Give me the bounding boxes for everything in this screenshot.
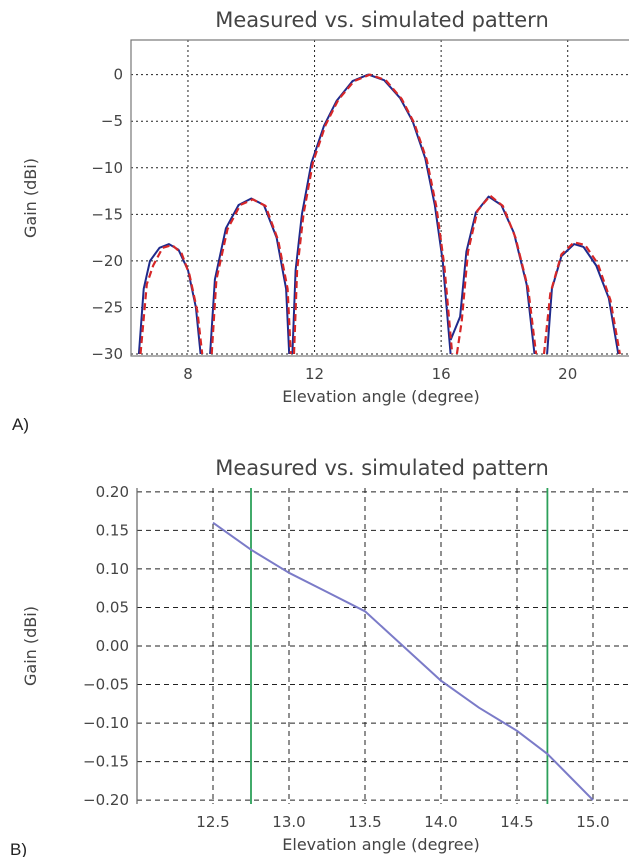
- panel-b-label: B): [10, 840, 27, 857]
- panel-b-y-axis-label: Gain (dBi): [21, 606, 40, 686]
- panel-a-y-axis-label: Gain (dBi): [21, 158, 40, 238]
- panel-a-plot-frame: [130, 39, 629, 357]
- panel-a-y-tick-label: −5: [101, 112, 123, 130]
- panel-a: Measured vs. simulated pattern 8 12 16 20 0…: [12, 8, 629, 434]
- panel-b-y-tick-label: 0.10: [96, 560, 129, 578]
- panel-b-y-tick-label: 0.15: [96, 521, 129, 539]
- panel-a-series-dashed-line: [542, 241, 621, 355]
- panel-b-y-tick-label: −0.20: [83, 791, 129, 809]
- panel-a-x-tick-label: 8: [183, 365, 193, 383]
- panel-a-x-axis-label: Elevation angle (degree): [282, 387, 479, 406]
- panel-a-series-dashed-line: [292, 73, 454, 355]
- panel-b-series: [212, 521, 594, 801]
- panel-b-y-tick-label: 0.05: [96, 598, 129, 616]
- panel-a-series-dashed-line: [210, 198, 292, 355]
- panel-b-y-tick-label: −0.10: [83, 714, 129, 732]
- panel-b-title: Measured vs. simulated pattern: [215, 456, 549, 480]
- panel-b-x-tick-label: 14.0: [424, 813, 457, 831]
- panel-b-x-tick-label: 14.5: [500, 813, 533, 831]
- panel-b-y-tick-label: −0.05: [83, 676, 129, 694]
- panel-a-y-ticks: 0 −5 −10 −15 −20 −25 −30: [91, 66, 123, 363]
- panel-a-series: [137, 73, 621, 355]
- panel-a-series-solid-line: [209, 197, 291, 355]
- panel-a-y-tick-label: −15: [91, 205, 123, 223]
- panel-a-y-tick-label: −10: [91, 159, 123, 177]
- panel-b-x-tick-label: 12.5: [196, 813, 229, 831]
- panel-a-label: A): [12, 415, 29, 434]
- panel-b-x-ticks: 12.5 13.0 13.5 14.0 14.5 15.0: [196, 813, 609, 831]
- panel-a-y-tick-label: −25: [91, 298, 123, 316]
- panel-a-series-dashed-line: [139, 243, 204, 355]
- panel-a-title: Measured vs. simulated pattern: [215, 8, 549, 32]
- panel-a-series-solid-line: [449, 195, 536, 355]
- panel-b-y-ticks: 0.20 0.15 0.10 0.05 0.00 −0.05 −0.10 −0.15 −0.20: [83, 483, 129, 809]
- panel-a-grid: [131, 40, 629, 355]
- panel-b-x-tick-label: 13.5: [348, 813, 381, 831]
- panel-b-y-tick-label: 0.20: [96, 483, 129, 501]
- panel-b-grid: [137, 488, 629, 804]
- panel-a-x-tick-label: 20: [558, 365, 577, 383]
- panel-b-x-tick-label: 13.0: [272, 813, 305, 831]
- panel-b-y-tick-label: −0.15: [83, 753, 129, 771]
- panel-b-x-tick-label: 15.0: [576, 813, 609, 831]
- panel-a-series-solid-line: [137, 243, 202, 355]
- panel-a-x-ticks: 8 12 16 20: [183, 365, 577, 383]
- panel-b-x-axis-label: Elevation angle (degree): [282, 835, 479, 854]
- panel-a-x-tick-label: 12: [305, 365, 324, 383]
- panel-b-marker-lines: [250, 488, 549, 804]
- panel-b-series-solid-line: [212, 521, 594, 801]
- panel-a-x-tick-label: 16: [432, 365, 451, 383]
- panel-a-y-tick-label: −30: [91, 345, 123, 363]
- panel-b-y-tick-label: 0.00: [96, 637, 129, 655]
- panel-b: Measured vs. simulated pattern 12.5 13.0 1…: [10, 456, 629, 857]
- panel-a-y-tick-label: 0: [113, 66, 123, 84]
- panel-a-y-tick-label: −20: [91, 252, 123, 270]
- panel-a-series-dashed-line: [455, 194, 538, 355]
